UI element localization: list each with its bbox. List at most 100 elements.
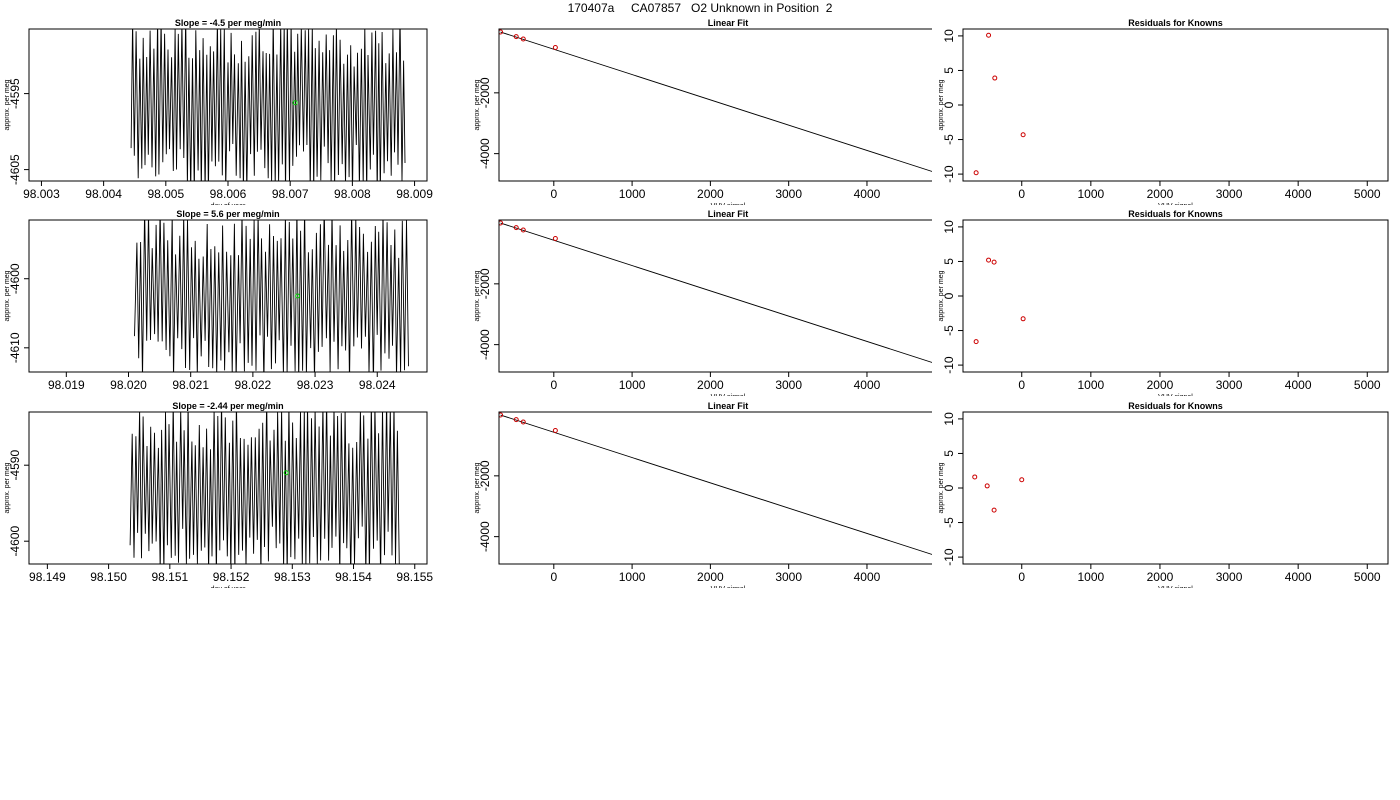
plot-area — [499, 220, 954, 370]
x-tick-label: 4000 — [854, 570, 881, 584]
fit-line — [500, 222, 954, 370]
plot-frame — [28, 28, 428, 182]
x-tick-label: 3000 — [775, 378, 802, 392]
y-tick-label: 10 — [942, 412, 956, 426]
plot-frame — [498, 219, 958, 373]
y-tick-label: -2000 — [478, 268, 492, 299]
x-tick-label: 98.152 — [213, 570, 250, 584]
panel-linear-fit-2: Linear Fit010002000300040005000-2000-400… — [466, 191, 959, 401]
chart-svg: Slope = -4.5 per meg/min 98.003 98.004 98.0… — [4, 18, 433, 210]
x-tick-label: 98.150 — [90, 570, 127, 584]
known-point — [552, 428, 558, 434]
marker-point — [295, 293, 301, 299]
y-tick-label: -5 — [942, 134, 956, 145]
plot-area — [499, 29, 954, 179]
known-point — [520, 36, 526, 42]
x-tick-label: 3000 — [775, 187, 802, 201]
chart-svg: Linear Fit010002000300040005000-2000-400… — [474, 209, 959, 401]
panel-timeseries-3: Slope = -2.44 per meg/min 98.149 98.150 98.… — [0, 383, 466, 593]
chart-title: Residuals for Knowns — [1128, 209, 1223, 219]
y-tick-label: -5 — [942, 325, 956, 336]
series-line — [134, 220, 409, 372]
x-tick-label: 2000 — [697, 187, 724, 201]
chart-svg: Slope = 5.6 per meg/min 98.019 98.020 98.02… — [4, 209, 428, 392]
y-tick-label: -4590 — [8, 450, 22, 481]
known-point — [552, 236, 558, 242]
y-axis-label: approx. per meg — [4, 79, 11, 130]
known-point — [973, 170, 979, 176]
chart-svg: Residuals for Knowns 0 1000 2000 3000 4000 500… — [938, 401, 1389, 593]
plot-area — [499, 412, 954, 562]
y-axis-label: approx. per meg — [4, 462, 11, 513]
chart-title: Linear Fit — [708, 401, 749, 411]
y-axis-label: approx. per meg — [474, 270, 481, 321]
chart-svg: Linear Fit010002000300040005000-2000-400… — [474, 401, 959, 593]
x-tick-label: 2000 — [697, 570, 724, 584]
known-point — [973, 339, 979, 345]
panel-timeseries-1: Slope = -4.5 per meg/min 98.003 98.004 98.0… — [0, 0, 466, 210]
x-tick-label: 0 — [550, 570, 557, 584]
marker-point — [283, 470, 289, 476]
known-point — [499, 29, 504, 35]
x-tick-label: 4000 — [854, 187, 881, 201]
x-tick-label: 2000 — [1147, 570, 1174, 584]
plot-area — [973, 257, 1026, 345]
x-tick-label: 0 — [1018, 378, 1025, 392]
plot-frame — [962, 28, 1389, 182]
y-tick-label: -10 — [942, 356, 956, 374]
known-point — [520, 419, 526, 425]
plot-area — [973, 32, 1026, 176]
chart-svg: Slope = -2.44 per meg/min 98.149 98.150 98.… — [4, 401, 433, 593]
y-tick-label: -10 — [942, 548, 956, 566]
known-point — [499, 220, 504, 226]
y-tick-label: -2000 — [478, 77, 492, 108]
panel-linear-fit-1: Linear Fit010002000300040005000-2000-400… — [466, 0, 959, 210]
x-tick-label: 5000 — [1354, 187, 1381, 201]
plot-area — [129, 412, 400, 564]
y-axis-label: approx. per meg — [938, 462, 945, 513]
y-tick-label: -4600 — [8, 263, 22, 294]
plot-frame — [498, 28, 958, 182]
y-tick-label: -10 — [942, 165, 956, 183]
x-tick-label: 98.154 — [335, 570, 372, 584]
marker-point — [292, 100, 298, 106]
x-axis-label: VUV signal — [711, 586, 746, 588]
chart-svg: Linear Fit010002000300040005000-2000-400… — [474, 18, 959, 210]
page-title: 170407a CA07857 O2 Unknown in Position 2 — [567, 1, 833, 15]
x-tick-label: 98.155 — [396, 570, 433, 584]
y-axis-label: approx. per meg — [474, 462, 481, 513]
x-tick-label: 3000 — [1216, 187, 1243, 201]
x-tick-label: 0 — [550, 187, 557, 201]
chart-title: Slope = 5.6 per meg/min — [176, 209, 279, 219]
x-tick-label: 98.020 — [110, 378, 147, 392]
chart-title: Slope = -4.5 per meg/min — [175, 18, 281, 28]
plot-frame — [962, 411, 1389, 565]
x-axis-label: VUV signal — [1158, 586, 1193, 588]
series-line — [129, 412, 400, 564]
known-point — [513, 417, 519, 423]
y-tick-label: 0 — [942, 484, 956, 491]
x-axis-label: day of year — [211, 586, 246, 588]
x-tick-label: 0 — [550, 378, 557, 392]
x-tick-label: 98.151 — [151, 570, 188, 584]
y-tick-label: 0 — [942, 292, 956, 299]
x-tick-label: 98.007 — [272, 187, 309, 201]
plot-area — [130, 29, 406, 181]
x-tick-label: 2000 — [697, 378, 724, 392]
x-tick-label: 5000 — [1354, 570, 1381, 584]
y-tick-label: 10 — [942, 220, 956, 234]
x-tick-label: 1000 — [1077, 378, 1104, 392]
x-tick-label: 98.006 — [210, 187, 247, 201]
y-tick-label: 5 — [942, 258, 956, 265]
x-tick-label: 3000 — [1216, 378, 1243, 392]
x-tick-label: 98.004 — [85, 187, 122, 201]
x-tick-label: 2000 — [1147, 378, 1174, 392]
known-point — [972, 474, 978, 480]
y-tick-label: 5 — [942, 67, 956, 74]
x-tick-label: 0 — [1018, 187, 1025, 201]
x-tick-label: 4000 — [1285, 570, 1312, 584]
chart-title: Linear Fit — [708, 209, 749, 219]
x-tick-label: 3000 — [775, 570, 802, 584]
x-tick-label: 98.005 — [147, 187, 184, 201]
known-point — [984, 483, 990, 489]
